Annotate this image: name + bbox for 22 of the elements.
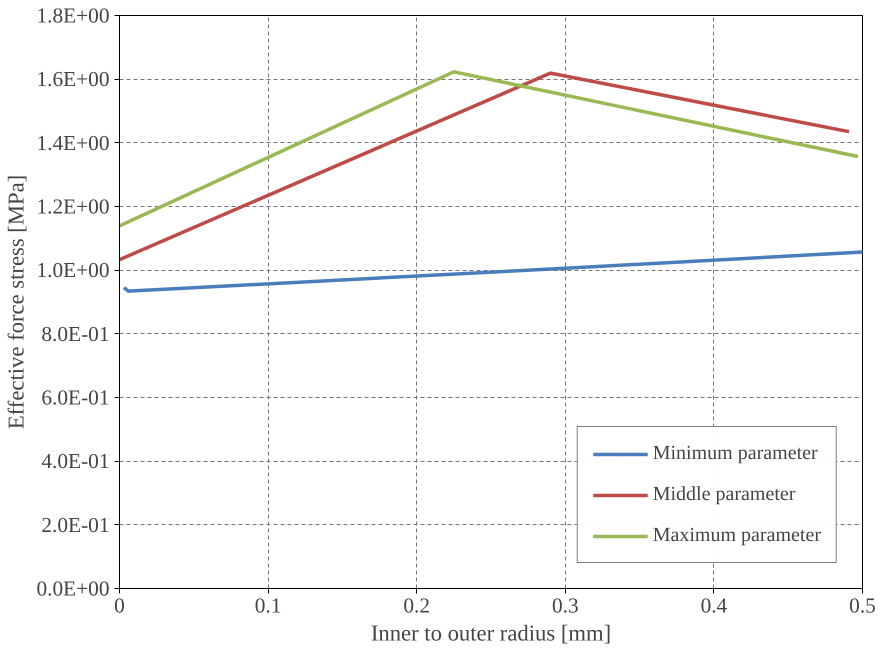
x-tick-label: 0.4 <box>700 594 728 618</box>
legend-label: Middle parameter <box>652 483 796 506</box>
x-tick-label: 0.5 <box>849 594 876 618</box>
y-tick-label: 1.2E+00 <box>36 194 110 218</box>
y-tick-label: 8.0E-01 <box>41 322 110 346</box>
y-tick-label: 2.0E-01 <box>41 512 110 537</box>
legend-label: Minimum parameter <box>652 442 818 465</box>
y-tick-label: 1.8E+00 <box>36 4 110 28</box>
x-axis-title: Inner to outer radius [mm] <box>370 620 612 646</box>
y-tick-label: 6.0E-01 <box>41 386 110 410</box>
y-tick-label: 1.6E+00 <box>36 67 110 92</box>
x-tick-label: 0.2 <box>403 594 430 618</box>
y-tick-label: 1.4E+00 <box>36 130 110 155</box>
y-tick-label: 1.0E+00 <box>36 258 110 282</box>
x-tick-label: 0 <box>114 594 125 618</box>
y-axis-title: Effective force stress [MPa] <box>3 174 28 430</box>
line-series <box>122 250 862 293</box>
y-tick-label: 0.0E+00 <box>36 576 110 600</box>
legend-label: Maximum parameter <box>652 524 821 547</box>
x-tick-label: 0.3 <box>552 594 579 618</box>
y-tick-label: 4.0E-01 <box>41 449 110 474</box>
x-tick-label: 0.1 <box>254 594 282 618</box>
